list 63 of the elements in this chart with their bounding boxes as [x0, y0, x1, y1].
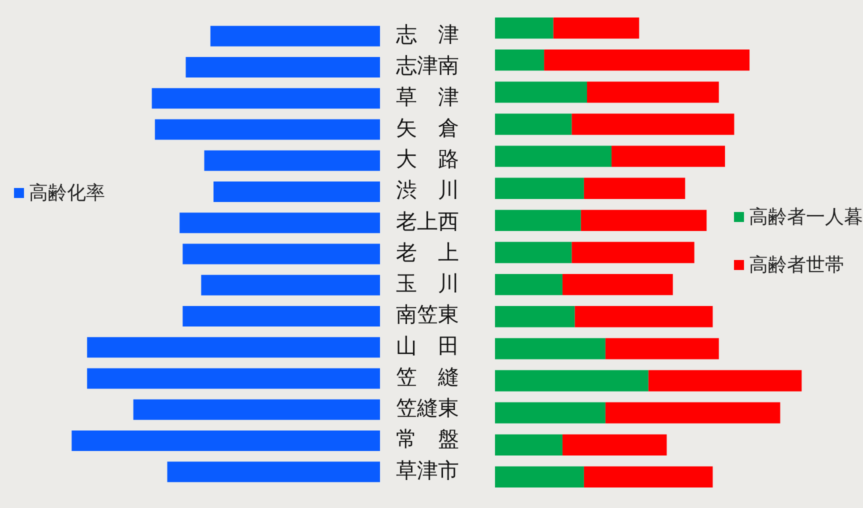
y-tick-label: 笠 縫: [396, 364, 459, 389]
bar: [584, 466, 713, 488]
bar: [186, 57, 380, 78]
bar: [562, 274, 673, 296]
bar: [210, 26, 380, 46]
bar: [495, 466, 584, 488]
bar: [612, 146, 725, 167]
bar: [87, 337, 380, 358]
bar: [605, 402, 780, 424]
bar: [562, 434, 667, 456]
bar: [495, 402, 606, 424]
legend-label: 高齢化率: [29, 181, 105, 206]
bar: [580, 210, 707, 232]
bar: [87, 368, 380, 389]
y-tick-label: 大 路: [396, 147, 459, 172]
y-tick-label: 志 津: [396, 22, 459, 47]
bar: [553, 17, 640, 39]
bar: [182, 306, 380, 327]
y-tick-label: 山 田: [396, 334, 459, 358]
bar: [72, 430, 380, 451]
y-tick-label: 老上西: [396, 209, 459, 234]
bar: [584, 178, 686, 199]
bar: [182, 244, 380, 264]
legend-label: 高齢者世帯: [749, 253, 844, 278]
bar: [495, 178, 584, 199]
bar: [495, 114, 572, 135]
bar: [201, 274, 380, 296]
y-tick-label: 草津市: [396, 458, 459, 482]
bar: [167, 462, 380, 482]
bar: [495, 50, 544, 71]
bar: [495, 146, 612, 167]
y-tick-label: 志津南: [396, 54, 459, 78]
bar: [180, 212, 380, 234]
bar: [214, 181, 380, 202]
bar: [544, 50, 750, 71]
bar: [648, 370, 802, 392]
bar: [495, 17, 554, 39]
bar: [495, 434, 562, 456]
bar: [587, 82, 719, 103]
y-tick-label: 矢 倉: [396, 116, 459, 140]
bar: [495, 274, 562, 296]
bar: [495, 242, 572, 264]
bar: [204, 150, 380, 171]
y-tick-label: 南笠東: [396, 302, 459, 327]
legend-label: 高齢者一人暮: [749, 205, 863, 230]
bar: [574, 306, 713, 328]
bar: [152, 88, 380, 109]
y-tick-label: 玉 川: [396, 272, 459, 296]
y-tick-label: 老 上: [396, 240, 459, 264]
bar: [572, 114, 734, 135]
bar: [572, 242, 694, 264]
bar: [605, 338, 719, 360]
bar: [495, 306, 575, 328]
y-tick-label: 草 津: [396, 84, 459, 109]
y-tick-label: 笠縫東: [396, 396, 459, 420]
bar: [133, 399, 380, 420]
bar: [495, 370, 648, 392]
bar: [154, 119, 380, 140]
bar: [495, 338, 606, 360]
bar: [495, 82, 587, 103]
y-tick-label: 常 盤: [396, 427, 459, 452]
bar: [495, 210, 581, 232]
y-tick-label: 渋 川: [396, 178, 459, 202]
